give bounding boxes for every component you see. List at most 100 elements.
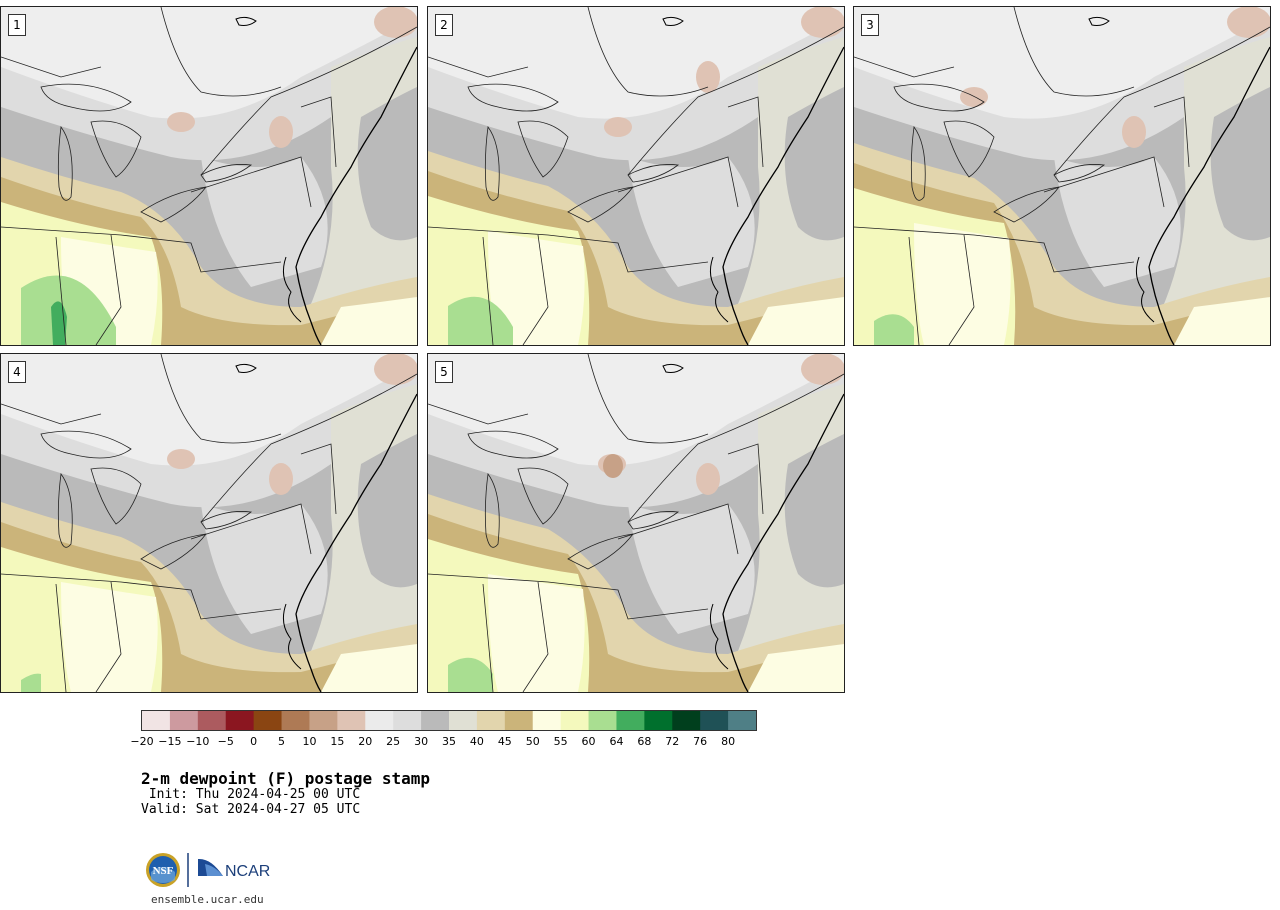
field-band — [628, 157, 755, 287]
lake-outline — [1053, 164, 1106, 183]
border-line — [160, 354, 282, 444]
state-line — [482, 236, 494, 345]
lake-outline — [200, 511, 253, 530]
bay-outline — [1135, 256, 1155, 323]
colorbar-swatch — [337, 711, 366, 730]
colorbar-swatch — [253, 711, 283, 730]
border-line — [1013, 7, 1135, 97]
field-band — [874, 314, 914, 345]
lake-outline — [90, 120, 142, 178]
state-line — [482, 583, 494, 692]
panel-label: 5 — [435, 361, 453, 383]
river-outline — [200, 26, 417, 176]
colorbar-tick-label: −20 — [130, 735, 154, 748]
border-line — [587, 354, 709, 444]
island-outline — [1088, 16, 1110, 26]
colorbar-swatch — [560, 711, 590, 730]
plot-title: 2-m dewpoint (F) postage stamp — [141, 769, 430, 788]
bay-outline — [709, 603, 729, 670]
state-line — [428, 403, 529, 425]
colorbar-swatch — [365, 711, 394, 730]
colorbar-swatch — [644, 711, 673, 730]
state-line — [617, 156, 739, 208]
colorbar-tick-label: 15 — [330, 735, 345, 748]
lake-outline — [910, 125, 926, 201]
field-band — [784, 434, 844, 588]
colorbar-swatch — [309, 711, 338, 730]
bay-outline — [709, 256, 729, 323]
colorbar-tick-label: 76 — [693, 735, 708, 748]
river-outline — [200, 373, 417, 523]
state-line — [300, 443, 337, 515]
state-line — [1, 573, 282, 620]
field-band — [201, 504, 328, 634]
panel-label: 1 — [8, 14, 26, 36]
field-band — [488, 574, 585, 692]
dry-patch — [269, 463, 293, 495]
colorbar-tick-label: −10 — [186, 735, 210, 748]
colorbar-swatch — [169, 711, 199, 730]
colorbar-tick-label: 30 — [414, 735, 429, 748]
dry-patch — [960, 87, 988, 107]
island-outline — [662, 16, 684, 26]
lake-outline — [467, 83, 559, 112]
lake-outline — [627, 164, 680, 183]
colorbar-tick-label: 20 — [358, 735, 373, 748]
bay-outline — [282, 603, 302, 670]
state-line — [95, 234, 122, 345]
panel-label: 4 — [8, 361, 26, 383]
map-canvas-3 — [854, 7, 1270, 345]
colorbar-tick-label: 45 — [497, 735, 512, 748]
lake-outline — [943, 120, 995, 178]
map-panel-5: 5 — [427, 353, 845, 693]
colorbar-tick-label: −5 — [217, 735, 234, 748]
state-line — [854, 56, 955, 78]
state-line — [190, 503, 312, 555]
colorbar-swatch — [476, 711, 506, 730]
colorbar-swatch — [142, 711, 171, 730]
river-outline — [627, 373, 844, 523]
state-line — [55, 236, 67, 345]
lake-outline — [40, 83, 132, 112]
colorbar-tick-label: 68 — [637, 735, 652, 748]
dry-patch — [696, 61, 720, 93]
nsf-logo: NSF — [146, 853, 180, 887]
lake-outline — [517, 120, 569, 178]
colorbar-tick-label: 40 — [469, 735, 484, 748]
map-panel-2: 2 — [427, 6, 845, 346]
colorbar-swatch — [421, 711, 450, 730]
lake-outline — [57, 125, 73, 201]
colorbar-swatch — [532, 711, 562, 730]
state-line — [428, 56, 529, 78]
state-line — [522, 234, 549, 345]
lake-outline — [200, 164, 253, 183]
state-line — [300, 96, 337, 168]
panel-label: 3 — [861, 14, 879, 36]
coastline — [1148, 46, 1270, 345]
field-band — [1054, 157, 1181, 287]
dry-patch — [167, 112, 195, 132]
river-outline — [627, 26, 844, 176]
valid-time: Valid: Sat 2024-04-27 05 UTC — [141, 802, 361, 817]
colorbar-swatch — [672, 711, 701, 730]
field-band — [784, 87, 844, 241]
colorbar-tick-label: 5 — [278, 735, 286, 748]
dry-patch — [374, 7, 417, 38]
state-line — [95, 581, 122, 692]
dry-patch — [603, 454, 623, 478]
border-line — [587, 7, 709, 97]
colorbar-tick-label: 35 — [442, 735, 456, 748]
colorbar-swatch — [616, 711, 645, 730]
island-outline — [235, 16, 257, 26]
site-url: ensemble.ucar.edu — [151, 893, 264, 906]
colorbar-tick-label: 0 — [250, 735, 258, 748]
coastline — [722, 46, 844, 345]
field-band — [321, 297, 417, 345]
state-line — [1, 56, 102, 78]
field-band — [321, 644, 417, 692]
lake-outline — [40, 430, 132, 459]
logo-group: NSF NCAR — [146, 853, 270, 887]
map-canvas-1 — [1, 7, 417, 345]
colorbar-swatch — [700, 711, 729, 730]
dry-patch — [167, 449, 195, 469]
